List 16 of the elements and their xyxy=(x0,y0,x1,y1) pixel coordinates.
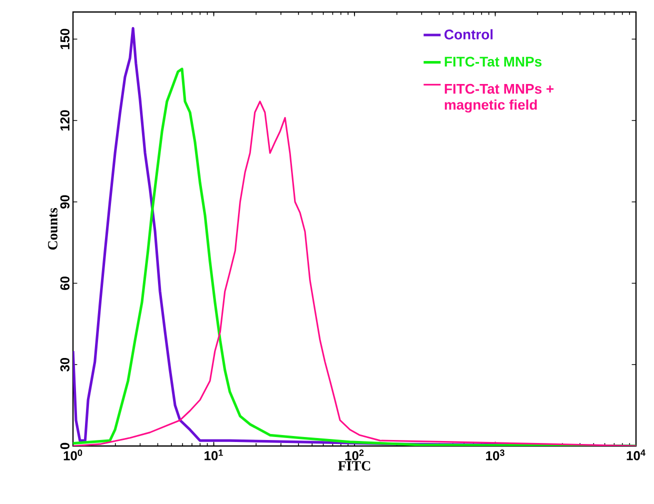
y-tick-label: 0 xyxy=(60,442,70,450)
x-tick-label: 10$^{0}$ xyxy=(64,450,82,460)
y-tick-label: 30 xyxy=(60,358,70,372)
legend-label: FITC-Tat MNPs + magnetic field xyxy=(444,84,554,113)
legend-label: Control xyxy=(444,29,493,40)
y-tick-label: 60 xyxy=(60,276,70,290)
y-tick-label: 90 xyxy=(60,195,70,209)
y-tick-label: 120 xyxy=(60,110,70,130)
legend-label: FITC-Tat MNPs xyxy=(444,56,542,67)
x-tick-label: 10$^{1}$ xyxy=(204,450,223,460)
x-axis-title: FITC xyxy=(338,461,370,471)
x-tick-label: 10$^{3}$ xyxy=(486,450,504,460)
x-tick-label: 10$^{4}$ xyxy=(626,450,646,460)
y-axis-title: Counts xyxy=(48,208,58,250)
x-tick-label: 10$^{2}$ xyxy=(345,450,364,460)
y-tick-label: 150 xyxy=(60,28,70,50)
